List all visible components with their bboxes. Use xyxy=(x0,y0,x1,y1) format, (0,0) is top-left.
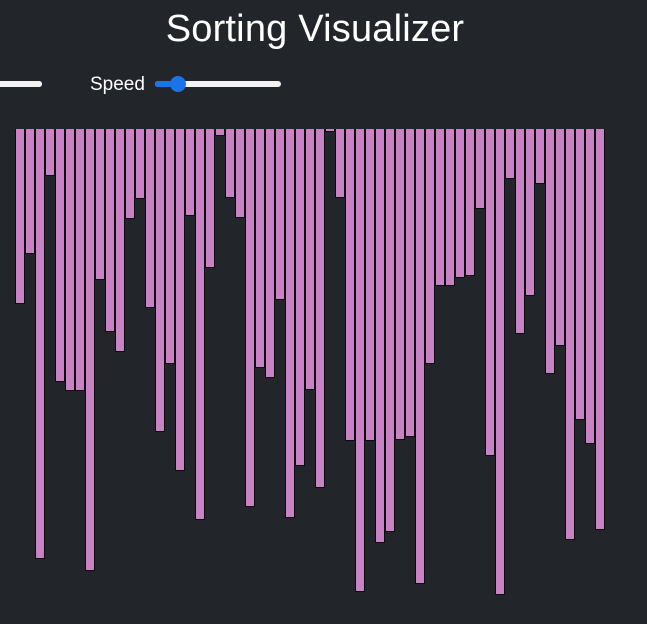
array-bar xyxy=(105,129,115,332)
array-bar xyxy=(15,129,25,304)
array-bar xyxy=(455,129,465,278)
array-bar xyxy=(205,129,215,268)
array-bar xyxy=(305,129,315,390)
array-size-slider[interactable] xyxy=(0,81,42,87)
array-bar xyxy=(345,129,355,441)
array-bar xyxy=(555,129,565,346)
array-bar xyxy=(255,129,265,368)
array-bar xyxy=(315,129,325,488)
array-bar xyxy=(425,129,435,364)
array-bar xyxy=(565,129,575,540)
array-bar xyxy=(375,129,385,543)
array-bar xyxy=(115,129,125,352)
array-bar xyxy=(125,129,135,219)
array-bar xyxy=(515,129,525,334)
array-bar xyxy=(285,129,295,518)
array-bar xyxy=(535,129,545,184)
array-bar xyxy=(595,129,605,530)
array-bar xyxy=(325,129,335,132)
array-bar xyxy=(145,129,155,308)
array-size-slider-fill xyxy=(0,81,42,87)
array-bar xyxy=(365,129,375,441)
array-bar xyxy=(295,129,305,466)
array-bar xyxy=(575,129,585,420)
array-bar xyxy=(85,129,95,571)
array-bar xyxy=(585,129,595,444)
array-bar xyxy=(265,129,275,378)
speed-slider-thumb[interactable] xyxy=(170,76,186,92)
controls-bar: Speed xyxy=(0,70,647,100)
array-bar xyxy=(35,129,45,559)
page-title: Sorting Visualizer xyxy=(0,6,630,52)
array-bar xyxy=(355,129,365,592)
array-bar xyxy=(235,129,245,218)
array-bar xyxy=(215,129,225,136)
array-bar xyxy=(185,129,195,216)
array-bar xyxy=(415,129,425,584)
array-bar xyxy=(25,129,35,254)
array-bar xyxy=(335,129,345,198)
array-bar xyxy=(395,129,405,440)
array-bars-container xyxy=(15,129,615,599)
array-bar xyxy=(75,129,85,391)
array-bar xyxy=(525,129,535,296)
array-bar xyxy=(45,129,55,176)
array-bar xyxy=(55,129,65,382)
array-bar xyxy=(165,129,175,364)
array-bar xyxy=(95,129,105,280)
array-bar xyxy=(195,129,205,520)
speed-slider[interactable] xyxy=(155,81,281,87)
array-bar xyxy=(485,129,495,456)
array-bar xyxy=(135,129,145,199)
array-bar xyxy=(155,129,165,432)
array-bar xyxy=(225,129,235,198)
array-bar xyxy=(65,129,75,391)
array-bar xyxy=(245,129,255,507)
array-bar xyxy=(465,129,475,276)
array-bar xyxy=(495,129,505,595)
array-bar xyxy=(275,129,285,300)
array-bar xyxy=(405,129,415,437)
array-bar xyxy=(545,129,555,374)
array-bar xyxy=(175,129,185,471)
speed-label: Speed xyxy=(90,74,145,96)
array-bar xyxy=(385,129,395,532)
array-bar xyxy=(505,129,515,179)
array-bar xyxy=(475,129,485,209)
array-bar xyxy=(445,129,455,286)
array-bar xyxy=(435,129,445,286)
